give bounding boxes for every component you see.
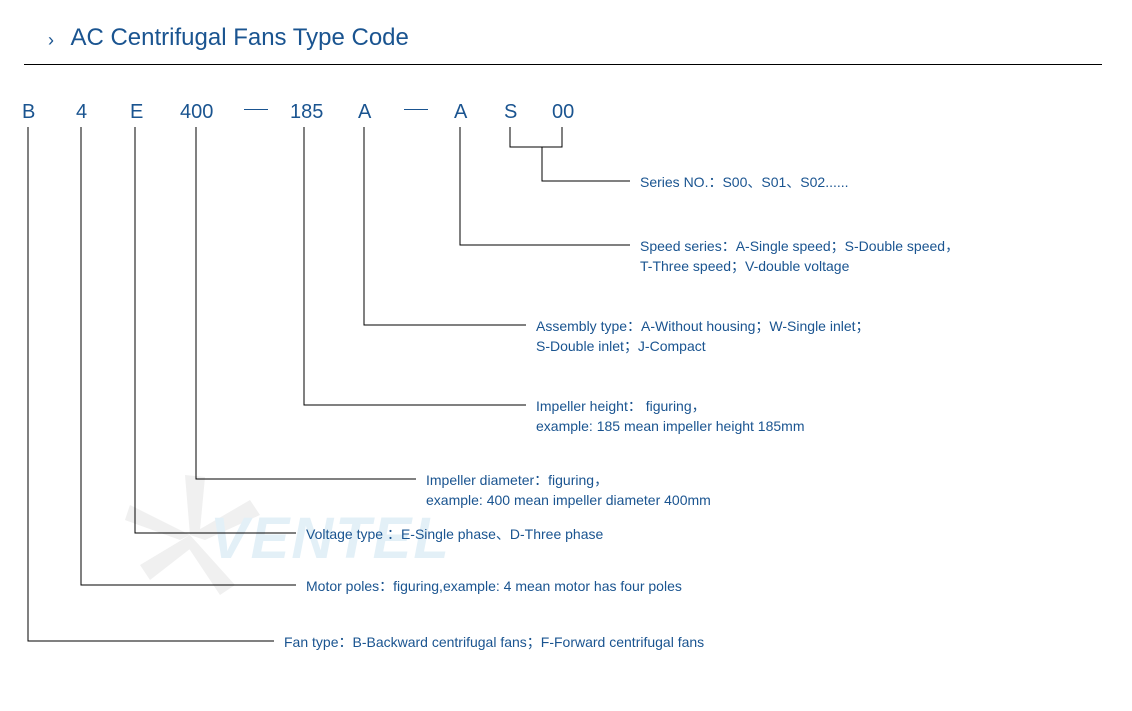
desc-impeller-h-line1: Impeller height： figuring， bbox=[536, 398, 706, 414]
desc-impeller-d-line1: Impeller diameter：figuring， bbox=[426, 472, 608, 488]
desc-impeller-h-line2: example: 185 mean impeller height 185mm bbox=[536, 418, 804, 434]
code-series-letter: S bbox=[504, 101, 517, 124]
code-motor-poles: 4 bbox=[76, 101, 87, 124]
desc-series-no: Series NO.：S00、S01、S02...... bbox=[640, 173, 849, 193]
desc-speed-series: Speed series：A-Single speed；S-Double spe… bbox=[640, 237, 959, 276]
desc-motor-poles: Motor poles：figuring,example: 4 mean mot… bbox=[306, 577, 682, 597]
code-speed-series: A bbox=[454, 101, 467, 124]
desc-assembly-line1: Assembly type：A-Without housing；W-Single… bbox=[536, 318, 870, 334]
desc-impeller-height: Impeller height： figuring， example: 185 … bbox=[536, 397, 804, 436]
dash-2 bbox=[404, 109, 428, 110]
desc-assembly-type: Assembly type：A-Without housing；W-Single… bbox=[536, 317, 870, 356]
desc-impeller-d-line2: example: 400 mean impeller diameter 400m… bbox=[426, 492, 711, 508]
desc-impeller-diameter: Impeller diameter：figuring， example: 400… bbox=[426, 471, 711, 510]
type-code-diagram: B 4 E 400 185 A A S 00 VENTEL bbox=[0, 65, 1132, 685]
chevron-icon: › bbox=[48, 30, 54, 51]
code-voltage-type: E bbox=[130, 101, 143, 124]
desc-assembly-line2: S-Double inlet；J-Compact bbox=[536, 338, 706, 354]
code-impeller-diameter: 400 bbox=[180, 101, 213, 124]
code-assembly-type: A bbox=[358, 101, 371, 124]
connector-lines bbox=[0, 65, 1132, 705]
page-title: AC Centrifugal Fans Type Code bbox=[70, 24, 408, 51]
desc-voltage-type: Voltage type ：E-Single phase、D-Three pha… bbox=[306, 525, 603, 545]
desc-speed-line1: Speed series：A-Single speed；S-Double spe… bbox=[640, 238, 959, 254]
code-fan-type: B bbox=[22, 101, 35, 124]
code-series-no: 00 bbox=[552, 101, 574, 124]
desc-speed-line2: T-Three speed；V-double voltage bbox=[640, 258, 849, 274]
dash-1 bbox=[244, 109, 268, 110]
desc-fan-type: Fan type：B-Backward centrifugal fans；F-F… bbox=[284, 633, 704, 653]
header: › AC Centrifugal Fans Type Code bbox=[24, 0, 1102, 65]
code-impeller-height: 185 bbox=[290, 101, 323, 124]
